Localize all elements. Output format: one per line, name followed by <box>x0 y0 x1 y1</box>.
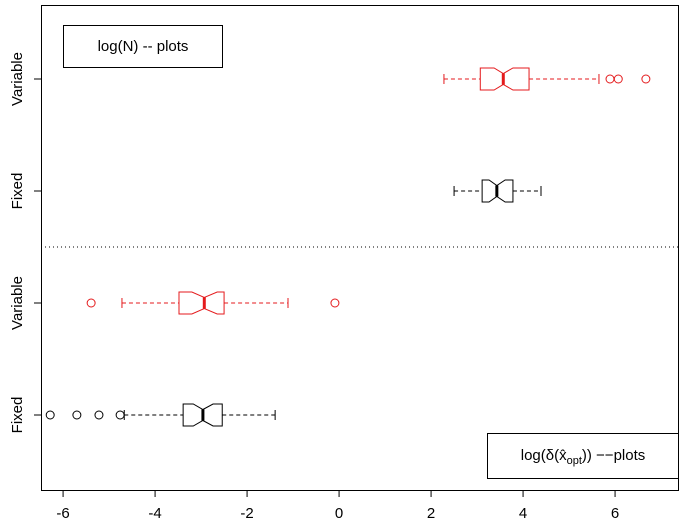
outlier <box>72 410 82 420</box>
x-tick-label: 0 <box>335 505 343 522</box>
x-tick-label: 4 <box>519 505 527 522</box>
x-tick-label: -4 <box>148 505 161 522</box>
legend-text: log(N) -- plots <box>98 38 189 55</box>
x-tick-label: -6 <box>56 505 69 522</box>
legend-part: opt <box>567 455 582 467</box>
outlier <box>94 410 104 420</box>
y-tick-label: Fixed <box>9 397 26 434</box>
legend-part: )) −−plots <box>582 447 645 464</box>
legend-box <box>487 433 679 479</box>
box <box>479 67 530 91</box>
outlier <box>613 74 623 84</box>
legend-part: x̂ <box>559 447 567 464</box>
box <box>481 179 514 203</box>
outlier <box>115 410 125 420</box>
outlier <box>86 298 96 308</box>
y-tick-label: Variable <box>9 276 26 330</box>
x-tick-label: 6 <box>611 505 619 522</box>
legend-box <box>63 25 223 68</box>
outlier <box>605 74 615 84</box>
legend-part: log(δ( <box>521 447 559 464</box>
plot-frame <box>41 5 679 491</box>
x-tick-label: -2 <box>240 505 253 522</box>
outlier <box>45 410 55 420</box>
box <box>182 403 223 427</box>
y-tick-label: Variable <box>9 52 26 106</box>
box <box>178 291 225 315</box>
legend-text: log(δ(x̂opt)) −−plots <box>521 447 646 467</box>
outlier <box>641 74 651 84</box>
x-tick-label: 2 <box>427 505 435 522</box>
outlier <box>330 298 340 308</box>
y-tick-label: Fixed <box>9 173 26 210</box>
